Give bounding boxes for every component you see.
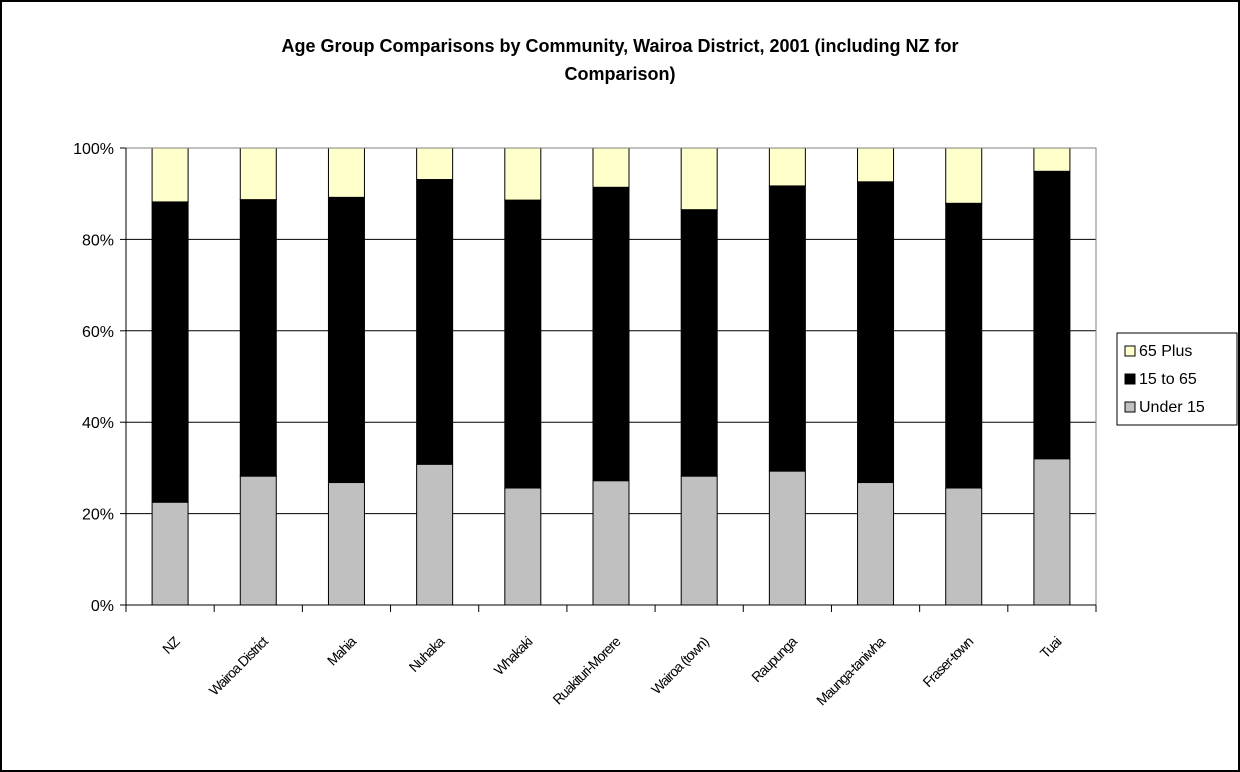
chart-title-line-1: Age Group Comparisons by Community, Wair… (281, 36, 958, 56)
bar-15-to-65-nz (151, 201, 189, 503)
bar-15-to-65-wairoa-district (239, 199, 277, 477)
bar-65-plus-maunga-taniwha (857, 147, 895, 183)
bar-65-plus-nuhaka (416, 147, 454, 181)
y-tick-label: 0% (91, 598, 114, 615)
bar-under-15-whakaki (504, 487, 542, 606)
bar-15-to-65-nuhaka (416, 179, 454, 465)
bar-65-plus-whakaki (504, 147, 542, 201)
bar-65-plus-wairoa-district (239, 147, 277, 201)
y-tick-label: 60% (82, 324, 114, 341)
chart-title-line-2: Comparison) (564, 64, 675, 84)
bar-15-to-65-whakaki (504, 199, 542, 489)
bar-under-15-fraser-town (945, 487, 983, 606)
bar-under-15-wairoa-town (680, 475, 718, 606)
bar-15-to-65-raupunga (768, 185, 806, 472)
bar-under-15-mahia (327, 482, 365, 606)
legend-swatch-65-plus (1124, 345, 1136, 357)
y-tick-label: 100% (73, 141, 114, 158)
bar-under-15-nz (151, 501, 189, 606)
legend-swatch-under-15 (1124, 401, 1136, 413)
bar-65-plus-nz (151, 147, 189, 203)
y-tick-label: 80% (82, 232, 114, 249)
legend-swatch-15-to-65 (1124, 373, 1136, 385)
bar-15-to-65-mahia (327, 196, 365, 484)
bar-15-to-65-tuai (1033, 170, 1071, 460)
bar-under-15-tuai (1033, 458, 1071, 606)
bar-under-15-wairoa-district (239, 475, 277, 606)
bar-65-plus-raupunga (768, 147, 806, 187)
bar-under-15-raupunga (768, 470, 806, 606)
y-tick-label: 40% (82, 415, 114, 432)
bar-65-plus-tuai (1033, 147, 1071, 172)
bar-under-15-ruakituri-morere (592, 480, 630, 606)
legend: 65 Plus 15 to 65 Under 15 (1116, 332, 1238, 426)
bar-under-15-maunga-taniwha (857, 482, 895, 606)
bar-65-plus-ruakituri-morere (592, 147, 630, 188)
bar-65-plus-wairoa-town (680, 147, 718, 211)
legend-label-65-plus: 65 Plus (1139, 343, 1192, 360)
legend-label-under-15: Under 15 (1139, 399, 1205, 416)
bar-15-to-65-wairoa-town (680, 209, 718, 477)
bar-65-plus-mahia (327, 147, 365, 198)
bar-15-to-65-fraser-town (945, 202, 983, 489)
bar-65-plus-fraser-town (945, 147, 983, 204)
legend-box (1116, 332, 1238, 426)
bar-under-15-nuhaka (416, 463, 454, 606)
y-tick-labels: 0% 20% 40% 60% 80% 100% (73, 141, 114, 615)
axes (120, 147, 1097, 612)
y-tick-label: 20% (82, 507, 114, 524)
legend-label-15-to-65: 15 to 65 (1139, 371, 1197, 388)
bar-15-to-65-ruakituri-morere (592, 186, 630, 482)
bar-15-to-65-maunga-taniwha (857, 181, 895, 484)
bars (151, 147, 1071, 606)
